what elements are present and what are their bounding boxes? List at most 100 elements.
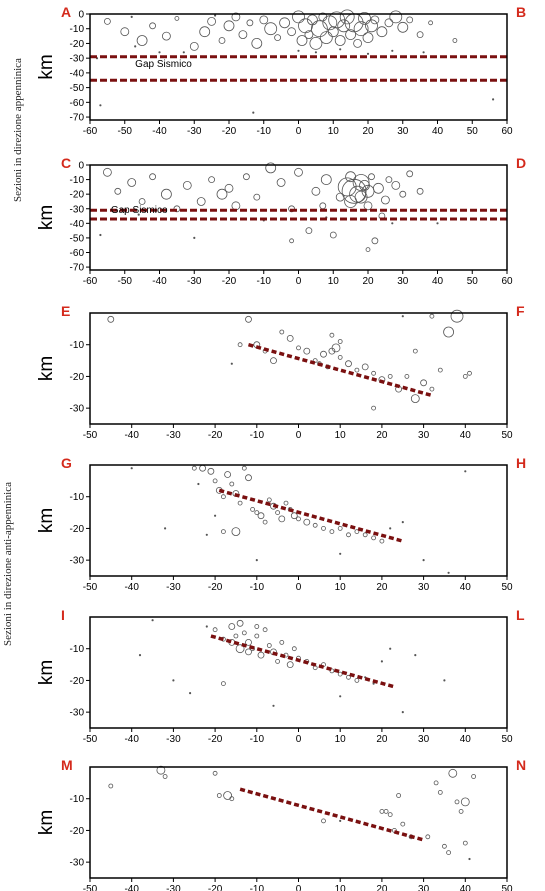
x-tick-label: 40 bbox=[432, 126, 444, 137]
quake-point bbox=[291, 646, 297, 652]
quake-point bbox=[379, 538, 385, 544]
x-tick-label: -40 bbox=[152, 126, 167, 137]
quake-point bbox=[279, 17, 291, 29]
quake-point bbox=[245, 474, 252, 482]
x-tick-label: -10 bbox=[250, 734, 265, 745]
x-tick-label: -20 bbox=[208, 734, 223, 745]
section-start-label: G bbox=[61, 455, 72, 471]
plot-frame bbox=[89, 464, 508, 577]
quake-point bbox=[214, 514, 217, 517]
quake-point bbox=[272, 704, 275, 707]
quake-point bbox=[468, 857, 471, 861]
quake-point bbox=[379, 809, 385, 814]
quake-point bbox=[224, 471, 232, 478]
x-tick-label: 50 bbox=[501, 884, 513, 891]
quake-point bbox=[286, 661, 294, 668]
x-tick-label: 60 bbox=[501, 126, 513, 137]
x-tick-label: -10 bbox=[250, 430, 265, 441]
quake-point bbox=[372, 682, 375, 685]
quake-point bbox=[212, 627, 218, 633]
quake-point bbox=[162, 774, 168, 779]
plot-frame bbox=[89, 766, 508, 879]
quake-point bbox=[448, 768, 458, 778]
quake-point bbox=[257, 651, 265, 659]
x-tick-label: -50 bbox=[83, 582, 98, 593]
x-tick-label: -30 bbox=[166, 734, 181, 745]
quake-point bbox=[182, 180, 192, 190]
quake-point bbox=[371, 370, 377, 376]
quake-point bbox=[319, 202, 327, 210]
quake-point bbox=[450, 309, 464, 323]
x-tick-label: -30 bbox=[187, 126, 202, 137]
x-tick-label: 10 bbox=[335, 884, 347, 891]
quake-point bbox=[156, 765, 166, 775]
gap-sismico-label: Gap Sismico bbox=[111, 205, 168, 216]
quake-point bbox=[236, 619, 244, 627]
quake-point bbox=[229, 481, 235, 487]
quake-point bbox=[120, 27, 130, 37]
quake-point bbox=[245, 648, 252, 656]
x-tick-label: 50 bbox=[467, 276, 479, 287]
quake-point bbox=[130, 467, 133, 470]
side-label-anti-appenninica: Sezioni in direzione anti-appenninica bbox=[2, 481, 14, 647]
quake-point bbox=[452, 38, 458, 43]
quake-point bbox=[114, 187, 122, 195]
quake-point bbox=[289, 238, 295, 244]
quake-point bbox=[138, 653, 142, 657]
quake-point bbox=[337, 671, 343, 677]
y-tick-label: -10 bbox=[70, 644, 85, 655]
x-tick-label: 0 bbox=[296, 276, 302, 287]
x-tick-label: -30 bbox=[166, 430, 181, 441]
quake-point bbox=[303, 518, 311, 526]
quake-point bbox=[352, 174, 370, 191]
quake-point bbox=[253, 193, 261, 201]
quake-point bbox=[309, 37, 323, 50]
quake-point bbox=[389, 10, 403, 24]
quake-point bbox=[335, 192, 345, 202]
quake-point bbox=[174, 15, 180, 21]
quake-point bbox=[262, 627, 268, 633]
fault-trend-line bbox=[218, 488, 404, 543]
section-end-label: D bbox=[516, 155, 526, 171]
plot-frame bbox=[89, 616, 508, 729]
chart-panel-3: -50 -40 -30 -20 -10 0 10 20 30 40 50 -10 -20 -30 km E F bbox=[36, 303, 525, 441]
section-end-label: L bbox=[516, 607, 525, 623]
quake-point bbox=[436, 222, 439, 225]
x-tick-label: 20 bbox=[376, 884, 388, 891]
section-end-label: N bbox=[516, 757, 526, 773]
quake-point bbox=[397, 21, 409, 33]
quake-point bbox=[458, 809, 464, 814]
x-tick-label: 50 bbox=[501, 430, 513, 441]
x-tick-label: -20 bbox=[222, 126, 237, 137]
quake-point bbox=[410, 394, 420, 404]
quake-point bbox=[354, 678, 360, 683]
quake-point bbox=[414, 653, 417, 657]
quake-point bbox=[279, 640, 285, 645]
y-axis-label: km bbox=[36, 660, 57, 685]
x-tick-label: -10 bbox=[250, 582, 265, 593]
quake-point bbox=[437, 367, 443, 373]
quake-point bbox=[406, 16, 414, 24]
section-end-label: H bbox=[516, 455, 526, 471]
quake-point bbox=[197, 482, 200, 486]
x-tick-label: -10 bbox=[257, 126, 272, 137]
gap-sismico-label: Gap Sismico bbox=[135, 59, 192, 70]
quake-point bbox=[422, 51, 425, 54]
quake-point bbox=[252, 111, 255, 114]
x-tick-label: 20 bbox=[376, 582, 388, 593]
quake-point bbox=[420, 379, 428, 387]
chart-panel-5: -50 -40 -30 -20 -10 0 10 20 30 40 50 -10 -20 -30 km I L bbox=[36, 607, 525, 745]
x-tick-label: 10 bbox=[335, 582, 347, 593]
quake-point bbox=[372, 182, 384, 194]
quake-point bbox=[391, 49, 394, 52]
quake-point bbox=[136, 35, 148, 46]
quake-point bbox=[231, 12, 241, 22]
quake-point bbox=[151, 619, 154, 622]
quake-point bbox=[339, 48, 342, 51]
quake-point bbox=[229, 796, 235, 802]
quake-point bbox=[389, 647, 392, 650]
quake-point bbox=[238, 30, 248, 39]
y-tick-label: -30 bbox=[70, 556, 85, 567]
quake-point bbox=[212, 770, 218, 776]
quake-point bbox=[376, 26, 388, 38]
